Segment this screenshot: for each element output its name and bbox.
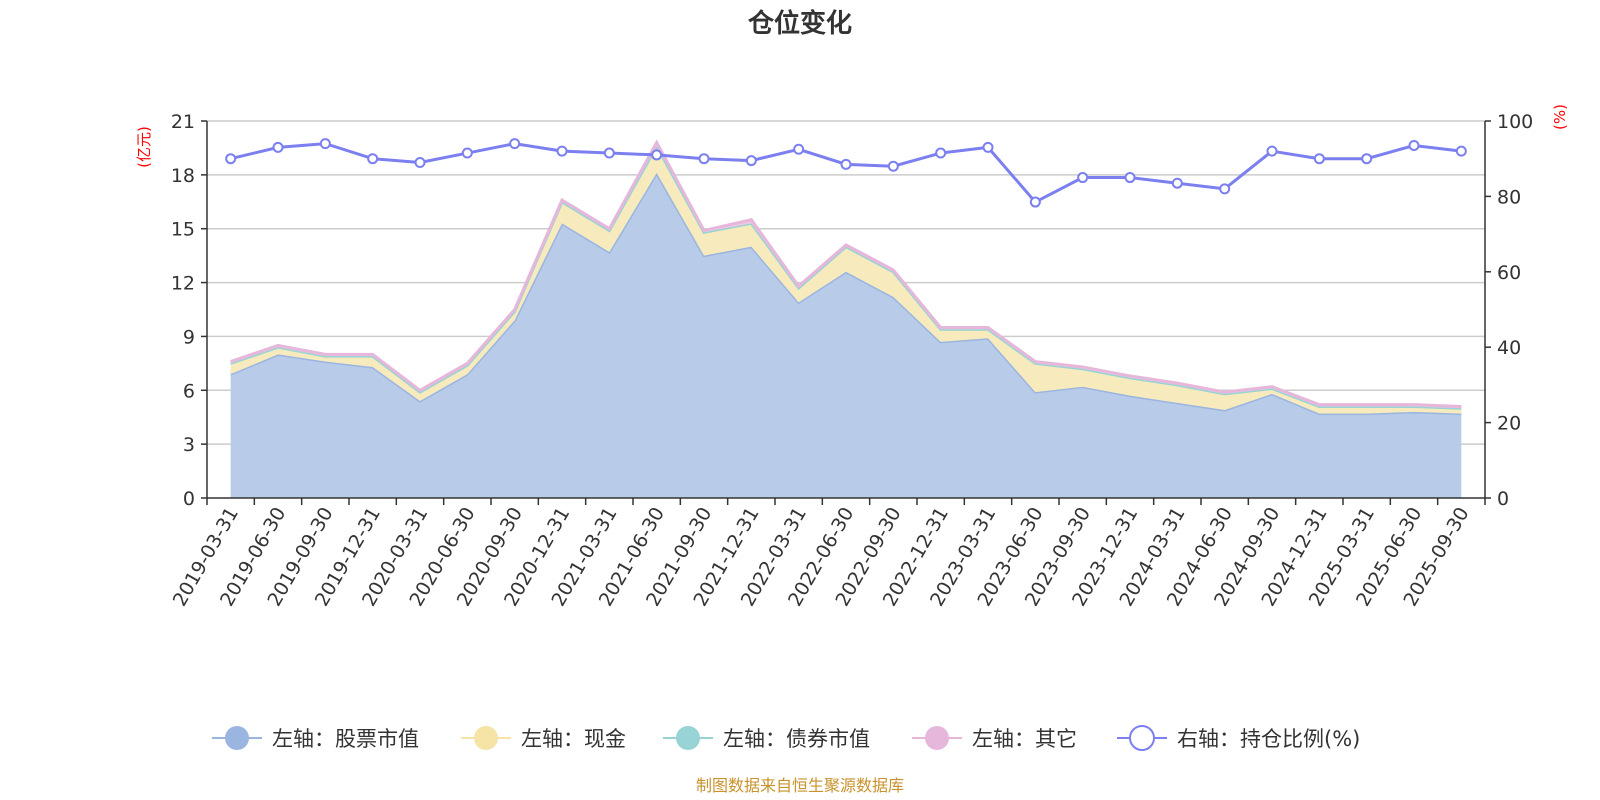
ratio-point: [1266, 145, 1278, 157]
ratio-point: [603, 147, 615, 159]
legend-item[interactable]: 左轴：现金: [461, 726, 626, 751]
left-axis-tick-label: 0: [183, 488, 195, 510]
ratio-point: [319, 138, 331, 150]
ratio-point: [556, 145, 568, 157]
left-axis-tick-label: 15: [171, 219, 195, 241]
ratio-point: [461, 147, 473, 159]
ratio-point: [1124, 172, 1136, 184]
left-axis-tick-label: 9: [183, 326, 195, 348]
legend-label: 左轴：债券市值: [723, 727, 870, 751]
left-axis-tick-label: 21: [171, 111, 195, 133]
ratio-point: [1171, 177, 1183, 189]
legend-marker-icon: [474, 726, 498, 750]
legend-label: 左轴：现金: [521, 727, 626, 751]
left-axis-unit: (亿元): [135, 126, 153, 168]
right-axis-unit: (%): [1551, 104, 1569, 130]
ratio-point: [887, 160, 899, 172]
ratio-point: [745, 155, 757, 167]
legend-marker-icon: [225, 726, 249, 750]
right-axis-tick-label: 20: [1497, 413, 1521, 435]
ratio-point: [272, 141, 284, 153]
legend-label: 右轴：持仓比例(%): [1177, 727, 1360, 751]
holding-ratio-series: [225, 138, 1467, 208]
right-axis-tick-label: 0: [1497, 488, 1509, 510]
ratio-point: [1455, 145, 1467, 157]
legend-item[interactable]: 左轴：其它: [912, 726, 1077, 751]
ratio-point: [698, 153, 710, 165]
left-axis-tick-label: 18: [171, 165, 195, 187]
legend-marker-icon: [925, 726, 949, 750]
left-axis-tick-label: 3: [183, 434, 195, 456]
ratio-point: [1361, 153, 1373, 165]
right-axis-tick-label: 100: [1497, 111, 1533, 133]
legend-item[interactable]: 右轴：持仓比例(%): [1117, 725, 1360, 751]
legend-marker-icon: [676, 726, 700, 750]
line-左轴：其它: [230, 139, 1462, 408]
stacked-areas: [230, 139, 1462, 499]
legend-label: 左轴：股票市值: [272, 727, 419, 751]
legend-label: 左轴：其它: [972, 727, 1077, 751]
ratio-point: [1313, 153, 1325, 165]
ratio-point: [414, 156, 426, 168]
ratio-point: [367, 153, 379, 165]
ratio-point: [840, 158, 852, 170]
legend[interactable]: 左轴：股票市值 左轴：现金 左轴：债券市值 左轴：其它 右轴：持仓比例(%): [212, 725, 1360, 751]
right-axis-tick-label: 60: [1497, 262, 1521, 284]
ratio-point: [982, 141, 994, 153]
ratio-point: [225, 153, 237, 165]
ratio-point: [1408, 140, 1420, 152]
data-source-note: 制图数据来自恒生聚源数据库: [696, 776, 904, 795]
ratio-point: [509, 138, 521, 150]
left-axis-tick-label: 6: [183, 380, 195, 402]
area-左轴：股票市值: [230, 173, 1462, 499]
legend-item[interactable]: 左轴：债券市值: [663, 726, 870, 751]
legend-item[interactable]: 左轴：股票市值: [212, 726, 419, 751]
ratio-point: [1077, 172, 1089, 184]
chart-title: 仓位变化: [747, 8, 852, 39]
ratio-point: [1219, 183, 1231, 195]
right-axis-tick-label: 80: [1497, 186, 1521, 208]
ratio-point: [651, 149, 663, 161]
ratio-point: [1029, 196, 1041, 208]
right-axis-tick-label: 40: [1497, 337, 1521, 359]
ratio-point: [935, 147, 947, 159]
legend-marker-icon: [1129, 725, 1155, 751]
left-axis-tick-label: 12: [171, 273, 195, 295]
ratio-point: [793, 143, 805, 155]
